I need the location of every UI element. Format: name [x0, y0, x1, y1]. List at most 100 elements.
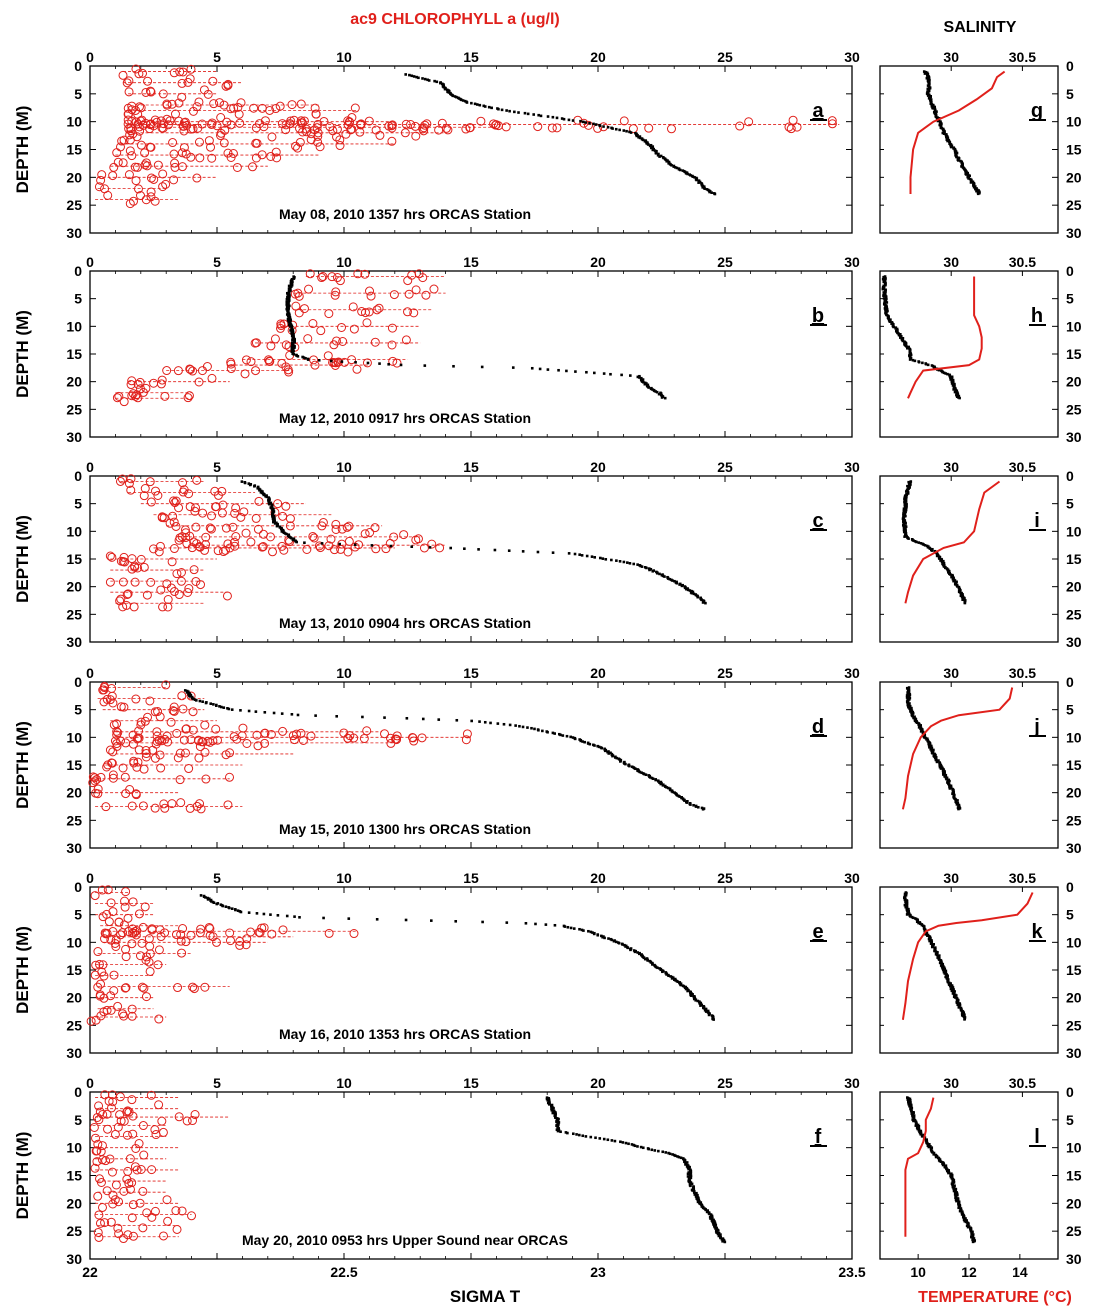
chlorophyll-point [153, 160, 163, 170]
sigma-t-point [582, 929, 585, 932]
panel-frame [879, 65, 1059, 234]
chlorophyll-point [225, 772, 235, 782]
depth-tick-label: 5 [1066, 702, 1074, 718]
chlorophyll-point [145, 86, 155, 96]
chlorophyll-point [182, 539, 192, 549]
sigma-t-point [285, 303, 289, 307]
salinity-point [948, 142, 951, 146]
chlorophyll-point [154, 945, 164, 955]
sigma-t-point [212, 703, 215, 706]
salinity-point [931, 751, 934, 755]
salinity-point [977, 189, 980, 192]
chlorophyll-point [205, 523, 215, 533]
sigma-t-point [227, 707, 231, 711]
sigma-t-point [555, 1120, 558, 1124]
chlorophyll-point [229, 537, 239, 547]
sigma-t-point [219, 705, 223, 709]
salinity-point [920, 1135, 924, 1138]
sigma-t-point [581, 1134, 585, 1138]
chlorophyll-point [137, 982, 147, 992]
chlorophyll-point [127, 1095, 137, 1105]
sigma-t-point [347, 917, 351, 920]
salinity-point [901, 339, 905, 343]
salinity-point [928, 78, 931, 82]
sigma-t-point [573, 552, 577, 556]
chlorophyll-point [240, 369, 250, 379]
sigma-t-point [572, 927, 576, 930]
sigma-t-point [603, 749, 607, 753]
chlorophyll-point [188, 366, 198, 376]
chlorophyll-point [365, 286, 375, 296]
chlorophyll-point [209, 99, 219, 109]
sigma-t-point [192, 697, 195, 701]
chlorophyll-point [223, 79, 233, 89]
chlorophyll-point [279, 545, 289, 555]
sigma-t-point [713, 192, 717, 196]
sigma-t-point [655, 390, 659, 394]
sigma-t-point [638, 135, 642, 138]
chlorophyll-point [311, 109, 321, 119]
sigma-t-point [714, 1222, 717, 1226]
chlorophyll-point [266, 729, 276, 739]
sigma-t-point [230, 907, 234, 910]
sigma-t-point [656, 571, 659, 575]
sigma-t-point [301, 355, 304, 359]
sigma-t-point [292, 538, 295, 542]
sigma-t-point [682, 985, 686, 988]
salinity-point [897, 332, 900, 335]
chlorophyll-point [124, 76, 134, 86]
salinity-point [913, 719, 917, 723]
chlorophyll-point [115, 1092, 125, 1102]
sigma-t-point [593, 371, 596, 375]
salinity-point [905, 502, 908, 506]
chlorophyll-point [257, 542, 267, 552]
salinity-point [904, 490, 908, 493]
salinity-point [952, 1187, 955, 1190]
salinity-point [909, 710, 912, 713]
chlorophyll-point [410, 121, 420, 131]
chlorophyll-point [133, 757, 143, 767]
chlorophyll-point [222, 591, 232, 601]
chlorophyll-point [179, 143, 189, 153]
chlorophyll-point [133, 184, 143, 194]
salinity-point [953, 996, 957, 999]
salinity-point [955, 394, 958, 397]
sigma-t-point [691, 175, 695, 178]
sigma-t-point [700, 806, 704, 810]
salinity-point [905, 694, 909, 697]
sigma-t-point [671, 1153, 674, 1156]
chlorophyll-point [389, 290, 399, 300]
sigma-t-point [598, 124, 602, 128]
chlorophyll-point [127, 1213, 137, 1223]
sigma-t-point [552, 1107, 555, 1110]
sigma-t-point [285, 297, 289, 301]
salinity-point [909, 1100, 912, 1104]
salinity-point [901, 524, 905, 527]
chlorophyll-point [235, 940, 245, 950]
sigma-t-point [614, 940, 618, 944]
salinity-point [925, 76, 929, 80]
chlorophyll-point [246, 357, 256, 367]
sigma-t-point [306, 358, 310, 361]
sigma-t-point [272, 510, 276, 513]
chlorophyll-point [141, 992, 151, 1002]
salinity-point [942, 773, 945, 776]
sigma-t-point [320, 542, 324, 545]
chlorophyll-point [106, 1005, 116, 1015]
chlorophyll-point [332, 124, 342, 134]
sigma-t-point [584, 121, 588, 124]
salinity-point [951, 1185, 955, 1189]
sigma-t-point [579, 739, 583, 743]
chlorophyll-point [176, 936, 186, 946]
panel-label: g [1031, 100, 1043, 122]
chl-tick-label: 5 [213, 49, 221, 65]
chlorophyll-point [547, 123, 557, 133]
salinity-point [921, 361, 924, 365]
chlorophyll-point [292, 729, 302, 739]
salinity-point [958, 396, 961, 400]
sigma-t-point [642, 772, 646, 776]
chlorophyll-point [156, 763, 166, 773]
chlorophyll-point [103, 885, 113, 895]
